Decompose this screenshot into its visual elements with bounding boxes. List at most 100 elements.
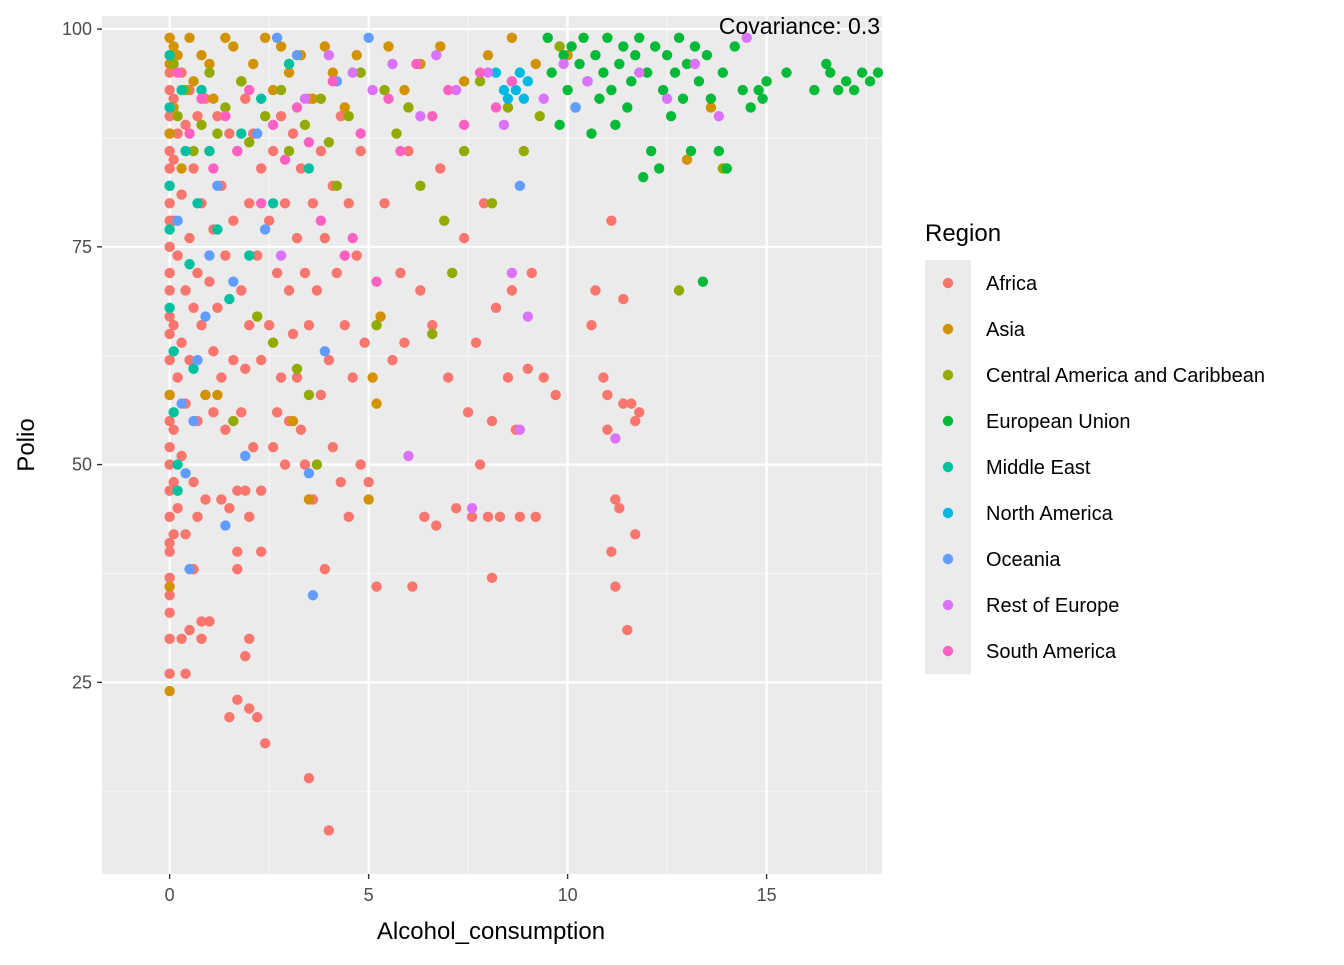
data-point	[244, 198, 255, 209]
data-point	[395, 267, 406, 279]
legend-key	[942, 507, 954, 519]
legend-key	[942, 599, 954, 611]
data-point	[490, 102, 502, 113]
data-point	[168, 346, 179, 357]
data-point	[232, 145, 243, 157]
data-point	[287, 415, 299, 427]
data-point	[634, 407, 645, 418]
data-point	[164, 581, 175, 592]
data-point	[642, 67, 653, 78]
data-point	[259, 738, 271, 749]
data-point	[244, 84, 255, 96]
data-point	[757, 93, 768, 104]
data-point	[431, 520, 442, 531]
data-point	[403, 102, 414, 113]
data-point	[307, 590, 319, 601]
data-point	[224, 712, 235, 723]
data-point	[502, 93, 514, 104]
data-point	[299, 119, 311, 131]
series-oceania	[172, 32, 581, 601]
data-point	[713, 110, 725, 122]
data-point	[355, 145, 366, 157]
data-point	[649, 41, 661, 52]
legend-item: South America	[942, 641, 1117, 663]
data-point	[717, 67, 729, 78]
data-point	[248, 441, 259, 453]
points-layer	[164, 32, 884, 836]
data-point	[331, 180, 342, 192]
data-point	[590, 49, 601, 61]
data-point	[204, 67, 215, 78]
data-point	[590, 285, 601, 296]
data-point	[164, 633, 175, 645]
data-point	[614, 58, 625, 70]
data-point	[594, 93, 605, 104]
data-point	[311, 285, 323, 296]
data-point	[172, 372, 183, 383]
data-point	[240, 363, 251, 374]
data-point	[351, 49, 362, 61]
data-point	[729, 41, 740, 52]
data-point	[164, 572, 175, 584]
data-point	[490, 67, 502, 78]
data-point	[164, 267, 175, 279]
data-point	[240, 450, 251, 462]
data-point	[255, 546, 267, 557]
data-point	[510, 84, 522, 96]
data-point	[840, 76, 852, 87]
data-point	[164, 198, 175, 209]
data-point	[295, 163, 307, 174]
data-point	[196, 49, 207, 61]
data-point	[224, 502, 235, 514]
data-point	[291, 232, 303, 244]
data-point	[530, 511, 541, 523]
data-point	[255, 163, 267, 174]
data-point	[502, 102, 514, 113]
data-point	[419, 511, 430, 523]
data-point	[291, 372, 303, 383]
data-point	[387, 354, 398, 366]
data-point	[164, 128, 175, 139]
data-point	[622, 624, 633, 636]
data-point	[184, 128, 195, 139]
data-point	[283, 58, 295, 70]
data-point	[176, 450, 187, 462]
data-point	[200, 311, 211, 322]
data-point	[208, 407, 219, 418]
data-point	[208, 163, 219, 174]
data-point	[164, 241, 175, 253]
data-point	[164, 67, 175, 78]
series-central-america-and-caribbean	[168, 41, 729, 470]
data-point	[482, 511, 494, 523]
data-point	[168, 58, 179, 70]
data-point	[450, 502, 462, 514]
data-point	[645, 145, 657, 157]
data-point	[630, 529, 641, 540]
data-point	[299, 459, 311, 470]
data-point	[602, 389, 613, 401]
data-point	[236, 407, 247, 418]
data-point	[220, 424, 231, 435]
data-point	[383, 93, 394, 104]
data-point	[415, 285, 426, 296]
data-point	[335, 110, 346, 122]
data-point	[255, 198, 267, 209]
data-point	[347, 67, 358, 78]
data-point	[562, 84, 573, 96]
data-point	[339, 102, 350, 113]
data-point	[435, 41, 446, 52]
legend-item: Rest of Europe	[942, 595, 1119, 617]
data-point	[447, 267, 458, 279]
data-point	[403, 145, 414, 157]
x-axis: 0 5 10 15	[165, 874, 777, 905]
data-point	[212, 389, 223, 401]
data-point	[618, 293, 629, 305]
data-point	[267, 84, 279, 96]
data-point	[610, 494, 621, 505]
legend-key	[942, 415, 954, 427]
data-point	[232, 563, 243, 575]
data-point	[240, 93, 251, 104]
data-point	[737, 84, 748, 96]
data-point	[303, 389, 315, 401]
data-point	[821, 58, 832, 70]
